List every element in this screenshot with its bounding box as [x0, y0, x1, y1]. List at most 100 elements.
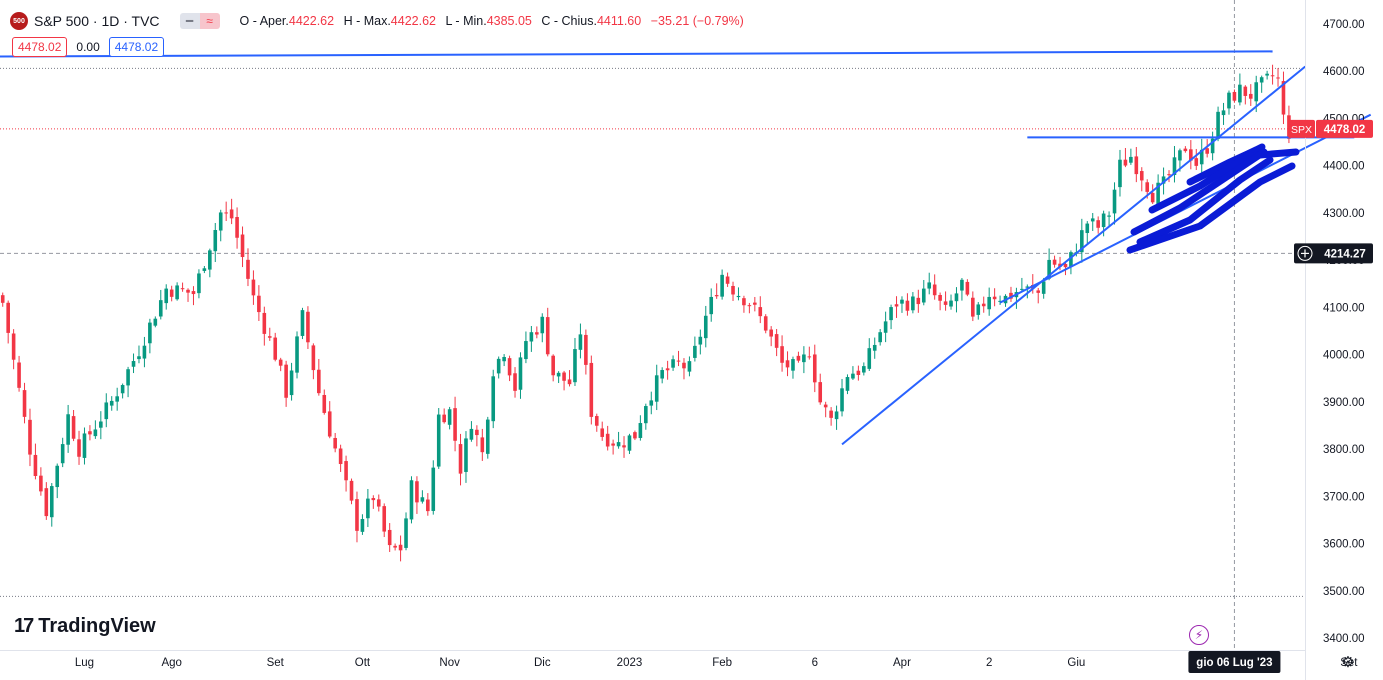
- candle-body: [992, 296, 997, 300]
- marker-stroke: [1148, 148, 1300, 214]
- candle-body: [698, 336, 703, 345]
- x-tick-label: 6: [812, 657, 818, 669]
- candle-body: [333, 437, 337, 449]
- candle-body: [627, 435, 632, 451]
- candle-body: [213, 230, 218, 252]
- candle-body: [954, 293, 959, 302]
- candle-body: [763, 316, 768, 331]
- trendline: [999, 113, 1372, 304]
- ohlc-values: O - Aper.4422.62 H - Max.4422.62 L - Min…: [240, 14, 744, 28]
- buy-price-button[interactable]: 4478.02: [108, 37, 165, 57]
- candle-body: [960, 279, 964, 291]
- x-tick-label: 2: [986, 657, 992, 669]
- candle-body: [6, 302, 10, 333]
- y-tick-label: 3600.00: [1323, 539, 1365, 551]
- marker-stroke: [1126, 162, 1296, 254]
- candles: [0, 64, 1291, 562]
- candle-body: [120, 385, 125, 394]
- crosshair-date-label: gio 06 Lug '23: [1196, 657, 1272, 669]
- candle-body: [306, 311, 310, 343]
- candle-body: [545, 317, 550, 355]
- candle-body: [638, 423, 643, 438]
- candle-body: [578, 334, 583, 350]
- sell-price-button[interactable]: 4478.02: [12, 37, 68, 57]
- candle-body: [911, 296, 915, 311]
- candle-body: [682, 362, 686, 369]
- candle-body: [0, 295, 5, 303]
- symbol-logo[interactable]: 500: [10, 12, 28, 30]
- candle-body: [480, 437, 485, 453]
- candle-body: [1096, 220, 1100, 228]
- candle-body: [987, 296, 991, 310]
- chart-toggle[interactable]: ━ ≈: [179, 13, 220, 29]
- x-tick-label: Set: [1340, 657, 1358, 669]
- candle-body: [322, 394, 327, 413]
- crosshair-price-bg: [1294, 243, 1373, 264]
- candle-body: [1080, 230, 1084, 253]
- gear-icon[interactable]: ⚙: [1341, 654, 1355, 671]
- marker-strokes[interactable]: [1126, 143, 1300, 254]
- candle-body: [71, 416, 76, 439]
- candle-body: [551, 355, 555, 376]
- candle-body: [1052, 259, 1057, 265]
- close-value: 4411.60: [596, 14, 642, 28]
- candle-body: [742, 298, 746, 306]
- candle-body: [485, 419, 490, 454]
- candle-body: [420, 497, 425, 502]
- candle-body: [376, 499, 381, 507]
- candle-body: [758, 307, 763, 317]
- candle-body: [1232, 92, 1237, 101]
- symbol-title[interactable]: S&P 500 · 1D · TVC: [34, 13, 160, 29]
- candle-body: [208, 250, 212, 270]
- candle-body: [916, 297, 921, 305]
- candle-body: [371, 498, 376, 501]
- candle-body: [415, 481, 419, 503]
- candle-body: [55, 465, 60, 488]
- lightning-icon[interactable]: ⚡: [1189, 625, 1209, 645]
- candle-body: [1041, 281, 1046, 294]
- candle-body: [88, 431, 92, 435]
- candle-body: [1150, 192, 1155, 203]
- candle-body: [1183, 148, 1188, 152]
- x-tick-label: Nov: [439, 657, 460, 669]
- candle-body: [235, 217, 239, 238]
- candle-body: [66, 414, 70, 445]
- y-tick-label: 3700.00: [1323, 491, 1365, 503]
- candle-body: [1101, 213, 1106, 228]
- candle-body: [943, 301, 948, 305]
- marker-stroke: [1130, 148, 1268, 236]
- spread-value: 0.00: [76, 40, 100, 54]
- y-tick-label: 3900.00: [1323, 397, 1365, 409]
- candle-body: [1009, 292, 1013, 299]
- wave-icon[interactable]: ≈: [199, 13, 220, 29]
- trendline: [841, 65, 1306, 446]
- last-price-label-bg: [1316, 119, 1373, 138]
- candle-body: [812, 354, 817, 383]
- candle-body: [584, 334, 588, 365]
- candle-body: [240, 234, 245, 258]
- candle-body: [496, 358, 501, 374]
- low-value: 4385.05: [486, 14, 532, 28]
- tradingview-wordmark: TradingView: [38, 615, 156, 637]
- candle-body: [349, 480, 354, 501]
- x-tick-label: Feb: [712, 657, 732, 669]
- candle-body: [720, 274, 724, 297]
- candle-body: [862, 366, 866, 373]
- trendlines[interactable]: [0, 50, 1372, 446]
- candle-body: [965, 281, 970, 295]
- tradingview-logo[interactable]: 17 TradingView: [14, 615, 156, 638]
- candle-body: [573, 349, 577, 383]
- candle-body: [1238, 84, 1242, 103]
- x-tick-label: Dic: [534, 657, 551, 669]
- candle-body: [633, 432, 637, 439]
- candle-body: [153, 318, 158, 326]
- x-tick-label: Set: [267, 657, 285, 669]
- candle-body: [567, 379, 572, 385]
- minus-icon[interactable]: ━: [179, 13, 200, 29]
- candle-body: [1069, 252, 1073, 267]
- candle-body: [366, 498, 370, 519]
- candle-body: [164, 288, 169, 304]
- candle-body: [867, 348, 872, 369]
- candle-body: [175, 285, 179, 300]
